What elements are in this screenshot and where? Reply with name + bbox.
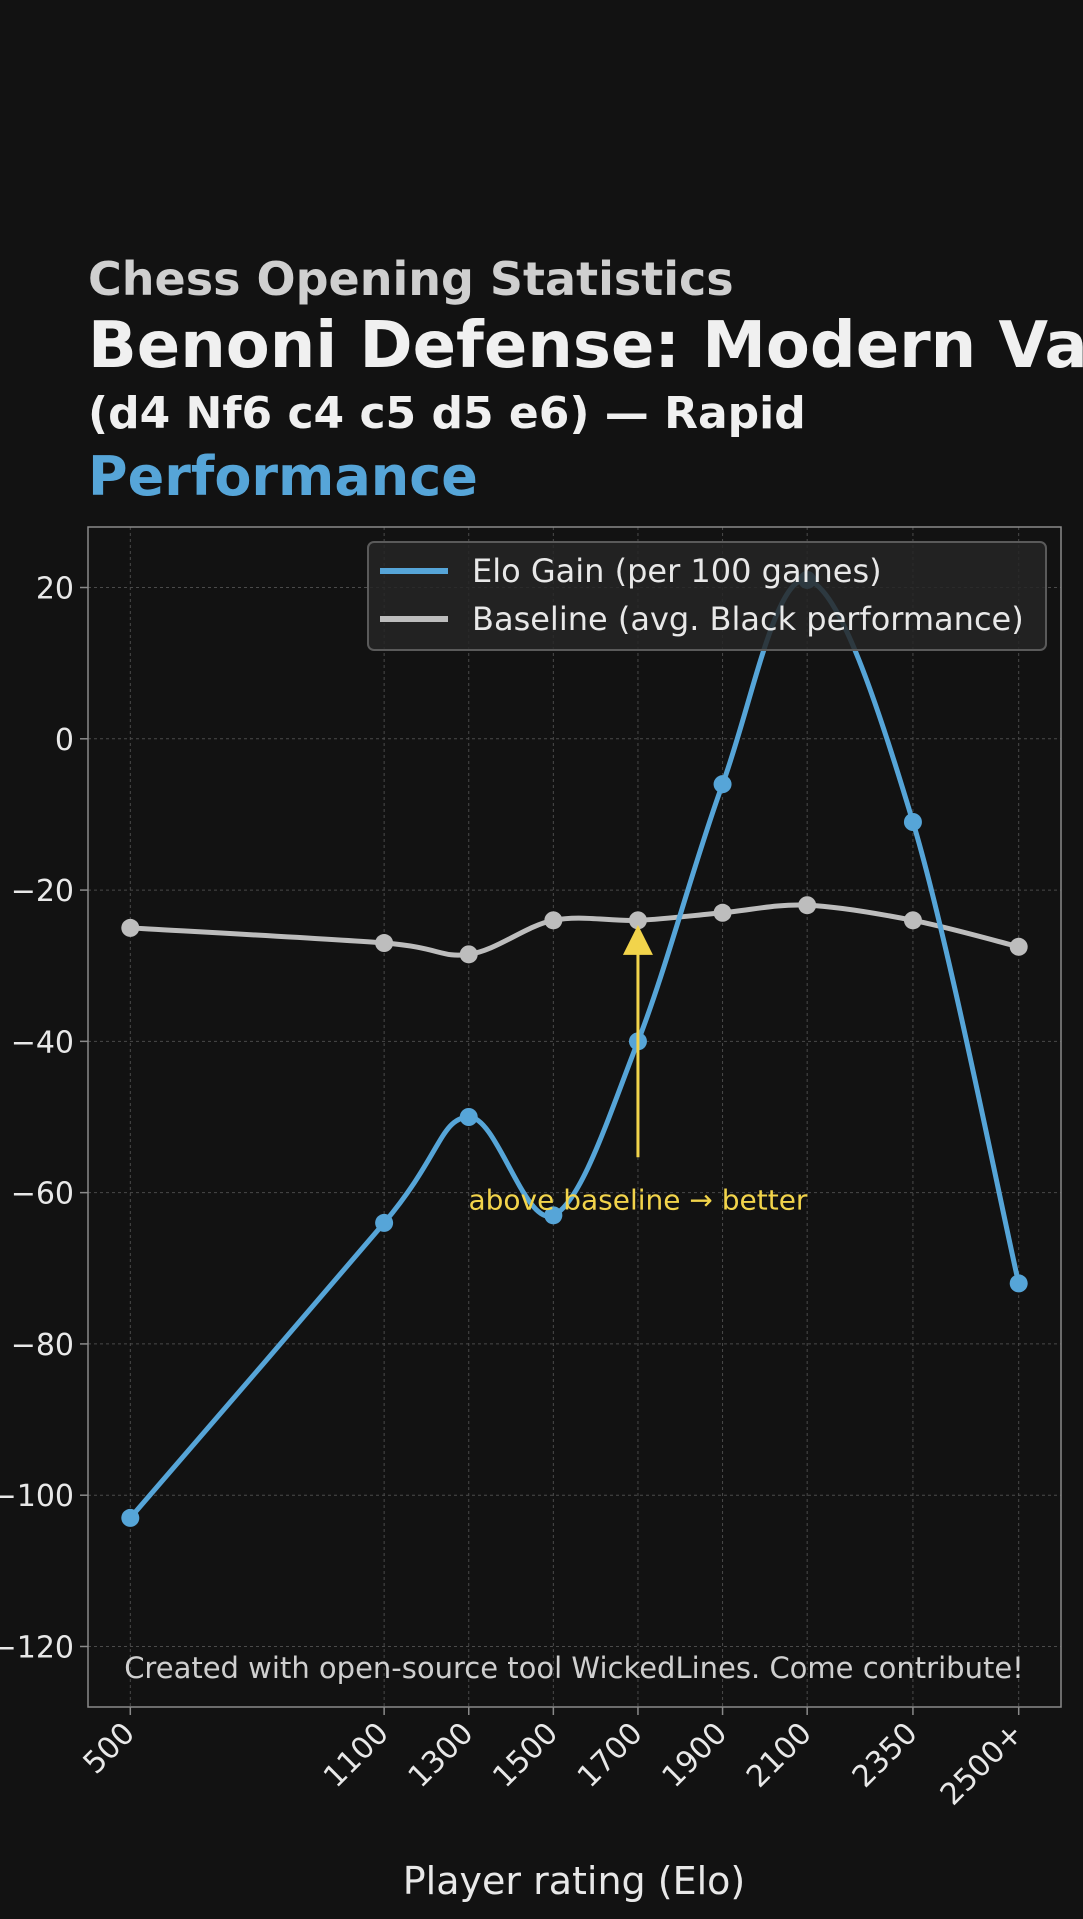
y-tick-label: −40 xyxy=(11,1025,74,1060)
y-tick-label: −100 xyxy=(0,1479,74,1514)
elo-gain-point xyxy=(903,813,922,831)
chart-accent-title: Performance xyxy=(88,445,478,508)
x-tick-label: 1100 xyxy=(317,1716,396,1795)
x-tick-label: 2500+ xyxy=(934,1716,1031,1813)
x-tick-label: 1500 xyxy=(486,1716,565,1795)
y-tick-label: −20 xyxy=(11,874,74,909)
elo-gain-point xyxy=(459,1108,478,1126)
legend-label-elo-gain: Elo Gain (per 100 games) xyxy=(472,552,882,590)
y-tick-label: 20 xyxy=(36,572,74,607)
baseline-point xyxy=(713,903,732,922)
annotation-layer: above baseline → better xyxy=(468,924,808,1216)
y-tick-label: −120 xyxy=(0,1630,74,1665)
elo-gain-line xyxy=(128,577,1022,1520)
baseline-point xyxy=(459,945,478,964)
annotation-text: above baseline → better xyxy=(468,1183,807,1216)
baseline-line xyxy=(130,902,1020,958)
baseline-point xyxy=(544,911,563,930)
watermark-text: Created with open-source tool WickedLine… xyxy=(124,1651,1024,1685)
chart-title-block: Chess Opening Statistics Benoni Defense:… xyxy=(88,250,1083,510)
x-tick-label: 2350 xyxy=(846,1716,925,1795)
y-tick-label: −60 xyxy=(11,1177,74,1212)
x-axis-label: Player rating (Elo) xyxy=(403,1859,745,1903)
baseline-point xyxy=(375,934,394,953)
elo-gain-point xyxy=(375,1213,394,1232)
elo-gain-point xyxy=(713,775,732,794)
baseline-point xyxy=(903,911,922,930)
legend-box xyxy=(367,541,1047,651)
plot-frame xyxy=(87,526,1062,1708)
x-tick-label: 1300 xyxy=(402,1716,481,1795)
x-tick-label: 1700 xyxy=(571,1716,650,1795)
baseline-point xyxy=(628,911,647,930)
y-tick-label: 0 xyxy=(55,723,74,758)
series-layer xyxy=(121,570,1028,1527)
baseline-point xyxy=(798,896,817,915)
x-tick-label: 2100 xyxy=(740,1716,819,1795)
x-tick-label: 500 xyxy=(77,1716,142,1781)
baseline-point xyxy=(121,918,140,937)
elo-gain-point xyxy=(1009,1274,1028,1293)
y-tick-label: −80 xyxy=(11,1328,74,1363)
x-tick-label: 1900 xyxy=(655,1716,734,1795)
grid-lines xyxy=(88,527,1061,1707)
legend-label-baseline: Baseline (avg. Black performance) xyxy=(472,600,1024,638)
chart-kicker: Chess Opening Statistics xyxy=(88,252,734,306)
baseline-point xyxy=(1009,937,1028,956)
legend: Elo Gain (per 100 games) Baseline (avg. B… xyxy=(367,541,1047,651)
elo-gain-point xyxy=(121,1508,140,1527)
chart-subtitle: (d4 Nf6 c4 c5 d5 e6) — Rapid xyxy=(88,388,806,439)
elo-gain-point xyxy=(544,1206,563,1225)
chart-title: Benoni Defense: Modern Variation xyxy=(88,309,1083,383)
